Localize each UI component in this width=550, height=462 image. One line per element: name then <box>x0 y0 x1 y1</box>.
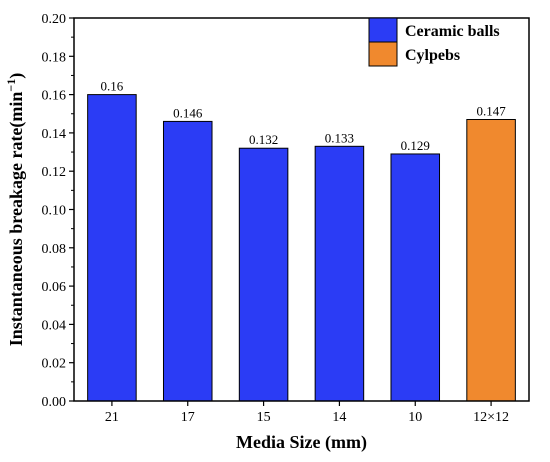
x-axis: 21 17 15 14 10 12×12 <box>105 401 509 425</box>
bar-4 <box>390 153 441 402</box>
y-tick-label-4: 0.08 <box>42 242 67 257</box>
y-tick-label-7: 0.14 <box>42 127 67 142</box>
x-tick-label-3: 14 <box>332 410 346 425</box>
y-tick-label-2: 0.04 <box>42 318 67 333</box>
x-tick-label-2: 15 <box>257 410 271 425</box>
y-axis-title-close: ) <box>6 73 27 79</box>
legend: Ceramic balls Cylpebs <box>368 17 500 67</box>
x-tick-label-1: 17 <box>181 410 195 425</box>
y-tick-label-0: 0.00 <box>42 395 67 410</box>
bar-3 <box>314 145 365 402</box>
y-axis-title: Instantaneous breakage rate(min−1) <box>4 73 27 347</box>
data-label-5: 0.147 <box>476 103 506 118</box>
plot-frame <box>73 17 530 402</box>
y-tick-label-8: 0.16 <box>42 89 67 104</box>
legend-label-0: Ceramic balls <box>405 23 500 40</box>
y-tick-label-9: 0.18 <box>42 50 67 65</box>
data-label-3: 0.133 <box>325 130 354 145</box>
bar-5 <box>466 118 516 402</box>
x-tick-label-4: 10 <box>408 410 422 425</box>
legend-swatch-1 <box>368 41 398 67</box>
y-axis-title-superscript: −1 <box>4 79 18 92</box>
data-label-1: 0.146 <box>173 105 203 120</box>
legend-swatch-0 <box>368 17 398 43</box>
y-tick-label-1: 0.02 <box>42 357 67 372</box>
data-label-4: 0.129 <box>401 138 430 153</box>
y-axis-title-main: Instantaneous breakage rate(min <box>6 92 27 347</box>
x-tick-label-0: 21 <box>105 410 119 425</box>
bar-2 <box>238 147 289 402</box>
data-labels-group: 0.16 0.146 0.132 0.133 0.129 0.147 <box>101 79 507 153</box>
data-label-2: 0.132 <box>249 132 278 147</box>
x-axis-title: Media Size (mm) <box>236 432 367 453</box>
data-label-0: 0.16 <box>101 79 124 94</box>
bars-group <box>87 94 516 402</box>
bar-1 <box>162 120 213 402</box>
y-axis: 0.00 0.02 0.04 0.06 0.08 0.10 0.12 0.14 0.16 0.18… <box>42 12 74 410</box>
y-tick-label-6: 0.12 <box>42 165 67 180</box>
y-tick-label-10: 0.20 <box>42 12 67 27</box>
legend-label-1: Cylpebs <box>405 47 460 64</box>
x-tick-label-5: 12×12 <box>473 410 509 425</box>
y-tick-label-3: 0.06 <box>42 280 67 295</box>
bar-0 <box>87 94 137 402</box>
y-tick-label-5: 0.10 <box>42 204 67 219</box>
